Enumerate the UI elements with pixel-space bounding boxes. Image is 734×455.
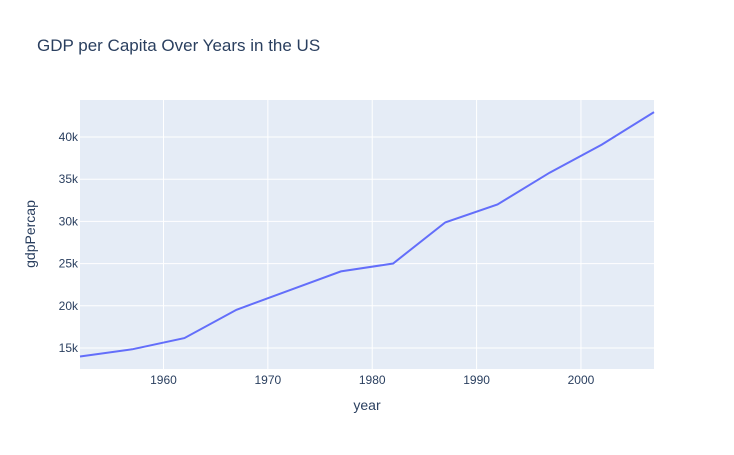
x-tick-label: 1960 [150,373,177,387]
x-axis-title: year [353,397,381,413]
x-tick-label: 1970 [255,373,282,387]
series-line-gdpPercap [79,111,655,358]
x-tick-label: 1980 [359,373,386,387]
y-tick-label: 30k [59,214,79,228]
y-tick-label: 25k [59,257,79,271]
y-tick-label: 20k [59,299,79,313]
y-axis-title: gdpPercap [22,200,38,268]
y-tick-label: 35k [59,172,79,186]
y-tick-label: 40k [59,130,79,144]
chart-title: GDP per Capita Over Years in the US [37,36,320,55]
tick-labels: 1960 1970 1980 1990 2000 15k 20k 25k 30k 35k 40k [59,130,595,387]
x-tick-label: 1990 [463,373,490,387]
y-tick-label: 15k [59,341,79,355]
x-tick-label: 2000 [568,373,595,387]
plot-area [80,100,654,369]
grid [80,100,654,369]
